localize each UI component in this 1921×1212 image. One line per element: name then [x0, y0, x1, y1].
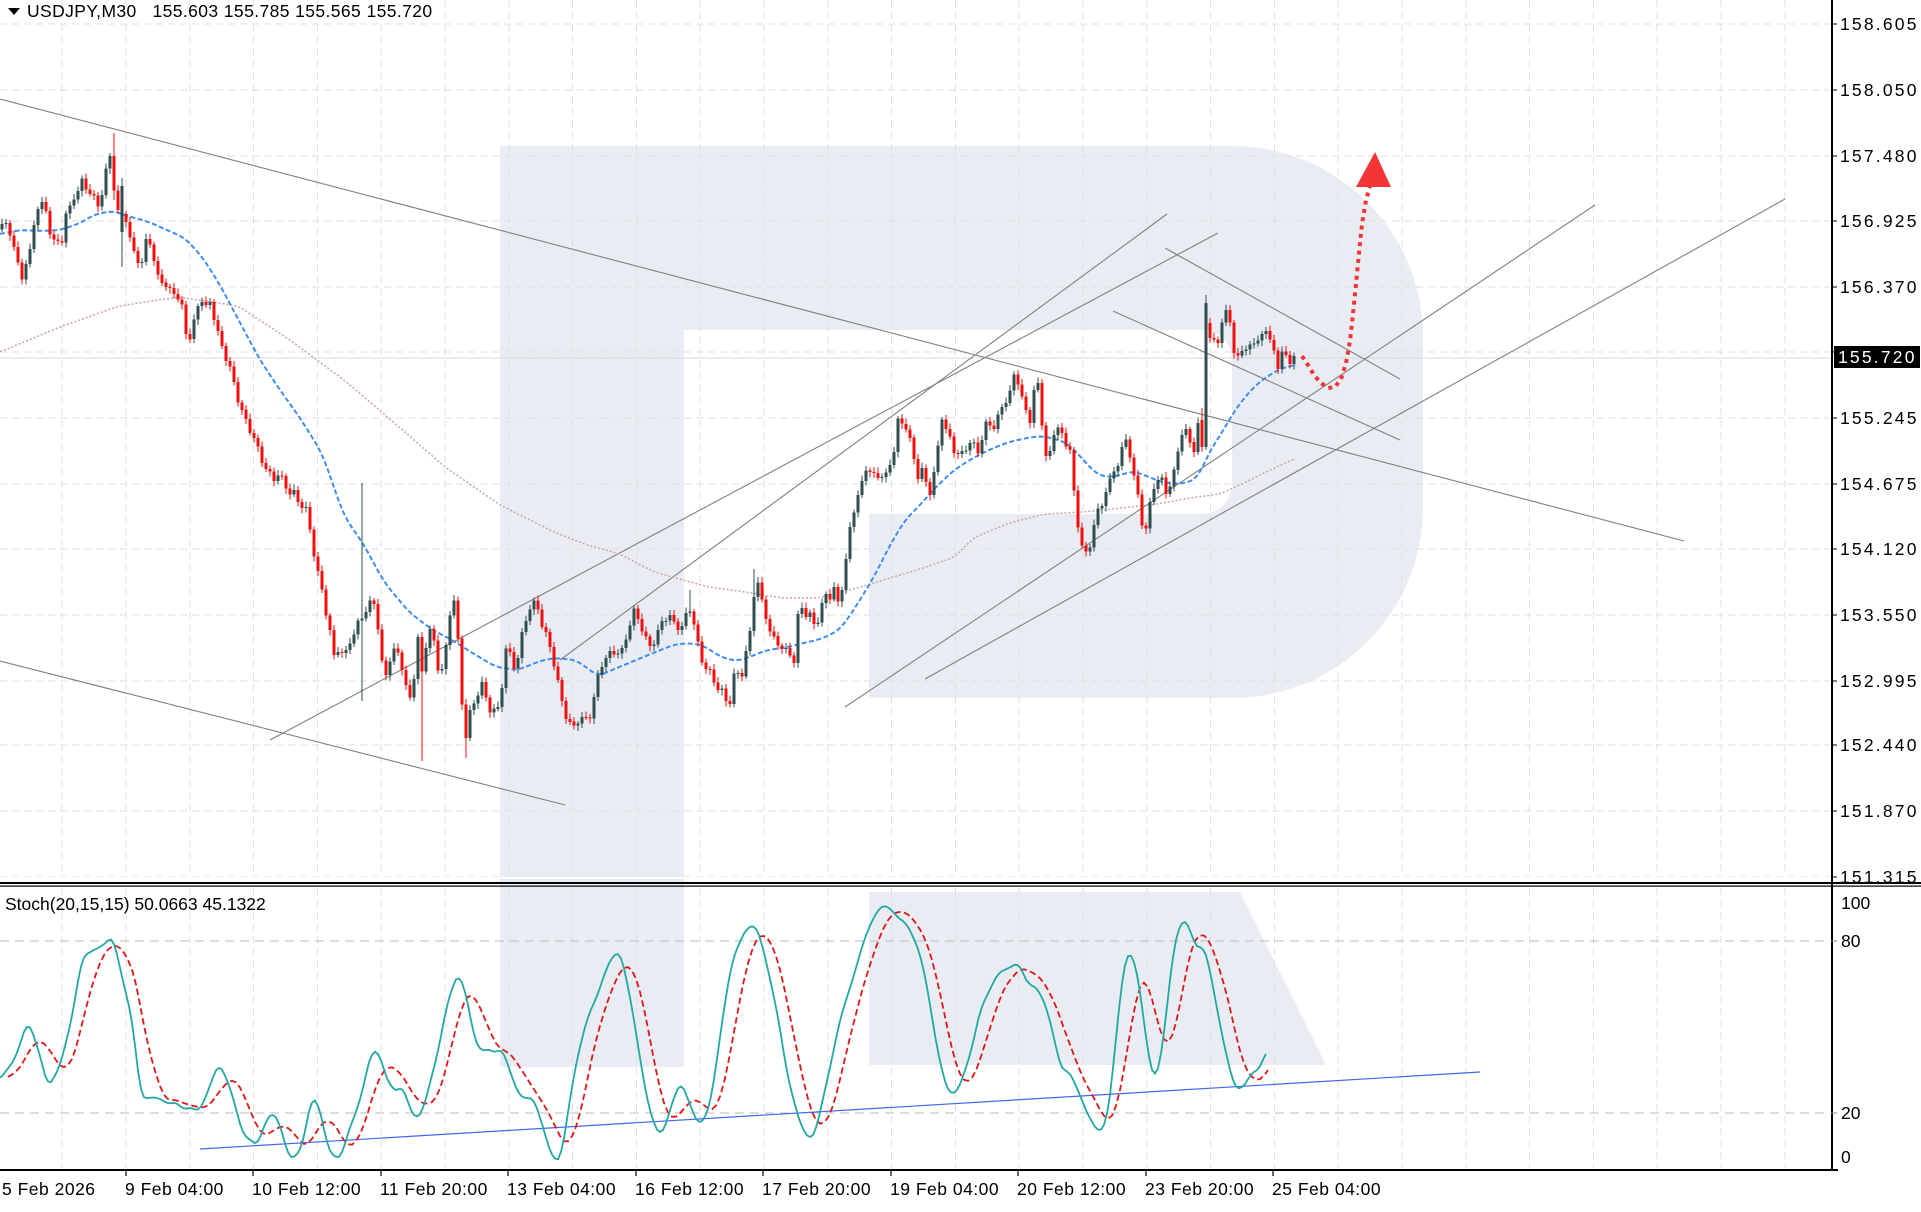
svg-text:0: 0	[1841, 1147, 1851, 1167]
svg-text:25 Feb 04:00: 25 Feb 04:00	[1272, 1179, 1381, 1199]
svg-text:10 Feb 12:00: 10 Feb 12:00	[252, 1179, 361, 1199]
svg-text:20 Feb 12:00: 20 Feb 12:00	[1017, 1179, 1126, 1199]
svg-text:158.605: 158.605	[1840, 14, 1919, 34]
svg-text:151.315: 151.315	[1840, 867, 1919, 887]
svg-text:100: 100	[1841, 893, 1870, 913]
svg-text:13 Feb 04:00: 13 Feb 04:00	[507, 1179, 616, 1199]
svg-text:154.120: 154.120	[1840, 539, 1919, 559]
svg-text:157.480: 157.480	[1840, 146, 1919, 166]
svg-text:152.995: 152.995	[1840, 671, 1919, 691]
svg-text:153.550: 153.550	[1840, 605, 1919, 625]
svg-text:16 Feb 12:00: 16 Feb 12:00	[635, 1179, 744, 1199]
svg-text:20: 20	[1841, 1103, 1861, 1123]
svg-text:23 Feb 20:00: 23 Feb 20:00	[1145, 1179, 1254, 1199]
svg-text:158.050: 158.050	[1840, 80, 1919, 100]
svg-text:155.720: 155.720	[1838, 347, 1917, 367]
svg-text:154.675: 154.675	[1840, 474, 1919, 494]
svg-text:155.245: 155.245	[1840, 408, 1919, 428]
svg-text:156.925: 156.925	[1840, 211, 1919, 231]
svg-text:17 Feb 20:00: 17 Feb 20:00	[762, 1179, 871, 1199]
svg-text:156.370: 156.370	[1840, 277, 1919, 297]
svg-text:152.440: 152.440	[1840, 735, 1919, 755]
svg-text:Stoch(20,15,15) 50.0663 45.132: Stoch(20,15,15) 50.0663 45.1322	[5, 894, 266, 914]
svg-text:151.870: 151.870	[1840, 801, 1919, 821]
svg-text:5 Feb 2026: 5 Feb 2026	[2, 1179, 96, 1199]
svg-text:80: 80	[1841, 931, 1861, 951]
svg-text:19 Feb 04:00: 19 Feb 04:00	[890, 1179, 999, 1199]
svg-text:11 Feb 20:00: 11 Feb 20:00	[380, 1179, 488, 1199]
svg-text:9 Feb 04:00: 9 Feb 04:00	[125, 1179, 224, 1199]
svg-text:USDJPY,M30 155.603 155.785 1: USDJPY,M30 155.603 155.785 155.565 155.7…	[27, 1, 433, 21]
